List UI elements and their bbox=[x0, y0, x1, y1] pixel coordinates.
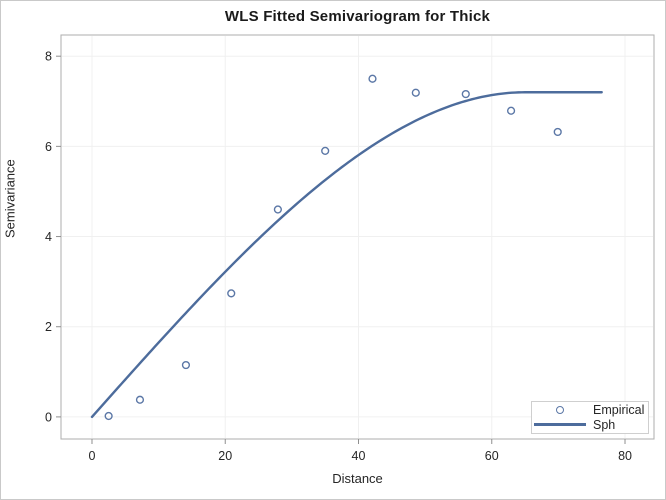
chart-title: WLS Fitted Semivariogram for Thick bbox=[224, 8, 491, 25]
legend-row-empirical: Empirical bbox=[532, 403, 648, 418]
x-axis-label: Distance bbox=[332, 471, 383, 486]
y-tick-label: 2 bbox=[45, 320, 52, 334]
legend-label-sph: Sph bbox=[593, 417, 616, 432]
empirical-point bbox=[461, 89, 470, 99]
empirical-point bbox=[273, 205, 282, 214]
empirical-point bbox=[135, 395, 145, 404]
legend-row-sph: Sph bbox=[532, 418, 648, 433]
sph-line-icon bbox=[534, 423, 586, 427]
empirical-point bbox=[368, 74, 377, 83]
y-tick-label: 4 bbox=[45, 230, 52, 244]
legend-marker-cell bbox=[532, 406, 588, 415]
x-tick-label: 20 bbox=[218, 449, 232, 463]
x-tick-label: 40 bbox=[352, 449, 366, 463]
x-tick-label: 80 bbox=[618, 449, 632, 463]
empirical-point bbox=[181, 360, 191, 370]
x-tick-label: 60 bbox=[485, 449, 499, 463]
y-axis-label-text: Semivariance bbox=[2, 159, 18, 238]
legend: Empirical Sph bbox=[531, 401, 649, 434]
y-tick-label: 6 bbox=[45, 140, 52, 154]
empirical-point bbox=[553, 127, 562, 137]
y-tick-label: 0 bbox=[45, 410, 52, 424]
legend-label-empirical: Empirical bbox=[593, 403, 645, 418]
x-tick-label: 0 bbox=[89, 449, 96, 463]
empirical-point bbox=[227, 289, 236, 298]
legend-line-cell bbox=[532, 423, 588, 427]
empirical-point bbox=[321, 146, 330, 155]
empirical-point bbox=[411, 88, 420, 97]
empirical-point bbox=[506, 106, 516, 115]
empirical-point bbox=[104, 411, 113, 421]
fit-line-sph bbox=[90, 91, 603, 419]
empirical-marker-icon bbox=[556, 406, 564, 415]
y-tick-label: 8 bbox=[45, 50, 52, 64]
